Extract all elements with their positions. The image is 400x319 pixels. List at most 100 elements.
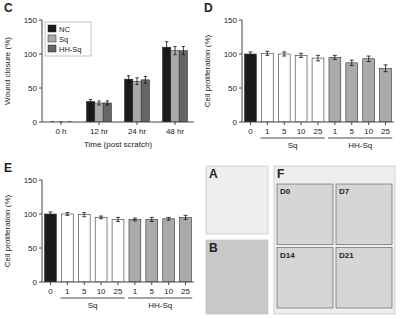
bar xyxy=(312,58,324,122)
x-tick-label: 5 xyxy=(82,287,87,296)
x-tick xyxy=(61,122,62,125)
y-tick-label: 100 xyxy=(224,50,238,59)
bar xyxy=(179,51,187,122)
panel: E050100150Cell proliferation (%)01510251… xyxy=(3,161,194,310)
image-placeholder xyxy=(206,240,268,314)
x-tick xyxy=(351,122,352,125)
bar xyxy=(163,219,175,282)
x-tick xyxy=(84,282,85,285)
x-axis-label: Time (post scratch) xyxy=(84,140,152,149)
x-tick xyxy=(250,122,251,125)
legend-entry: NC xyxy=(59,25,70,34)
error-bar xyxy=(106,101,109,105)
bar xyxy=(162,47,170,122)
bar xyxy=(103,103,111,122)
x-tick xyxy=(385,122,386,125)
x-tick-label: 1 xyxy=(333,127,338,136)
x-tick xyxy=(99,122,100,125)
legend-box xyxy=(45,22,91,56)
y-tick-label: 50 xyxy=(28,84,37,93)
y-tick-label: 50 xyxy=(28,244,37,253)
y-tick-label: 100 xyxy=(24,210,38,219)
error-bar xyxy=(127,76,130,83)
bar xyxy=(180,217,192,282)
group-label: Sq xyxy=(288,141,298,150)
bar xyxy=(86,102,94,122)
x-tick-label: 1 xyxy=(133,287,138,296)
x-axis-line xyxy=(42,122,194,123)
error-bar xyxy=(133,218,137,221)
error-bar xyxy=(333,55,337,59)
x-tick-label: 12 hr xyxy=(90,127,109,136)
x-tick xyxy=(175,122,176,125)
image-subpanel xyxy=(277,248,333,309)
y-axis-label: Cell proliferation (%) xyxy=(203,34,212,107)
x-tick-label: 10 xyxy=(297,127,306,136)
panel-title: F xyxy=(277,167,284,181)
error-bar xyxy=(184,215,188,219)
bar xyxy=(124,79,132,122)
image-panel: D0D7D14D21F xyxy=(274,166,395,314)
x-tick-label: 25 xyxy=(181,287,190,296)
bar xyxy=(346,63,358,122)
error-bar xyxy=(48,212,52,216)
y-tick-label: 150 xyxy=(24,176,38,185)
error-bar xyxy=(150,217,154,221)
y-axis-line xyxy=(42,180,43,282)
x-tick xyxy=(368,122,369,125)
panel: C050100150Wound closure (%)0 h12 hr24 hr… xyxy=(3,1,194,149)
error-bar xyxy=(182,47,185,55)
bar xyxy=(45,214,57,282)
x-tick-label: 24 hr xyxy=(128,127,147,136)
y-tick-label: 150 xyxy=(224,16,238,25)
bar xyxy=(363,59,375,122)
page: {"chart_data": [ {"type": "image", "titl… xyxy=(0,0,400,319)
x-tick xyxy=(284,122,285,125)
group-bracket xyxy=(261,138,325,139)
error-bar xyxy=(173,47,176,55)
subpanel-label: D7 xyxy=(339,187,350,196)
bar xyxy=(295,55,307,122)
subpanel-label: D21 xyxy=(339,251,354,260)
legend: NCSqHH-Sq xyxy=(45,22,91,56)
x-tick-label: 25 xyxy=(114,287,123,296)
figure: ABC050100150Wound closure (%)0 h12 hr24 … xyxy=(0,0,400,319)
error-bar xyxy=(89,100,92,104)
group-bracket xyxy=(328,138,392,139)
y-tick-label: 0 xyxy=(233,118,238,127)
panel: D050100150Cell proliferation (%)01510251… xyxy=(203,1,394,150)
x-tick xyxy=(67,282,68,285)
y-axis-line xyxy=(42,20,43,122)
error-bar xyxy=(316,55,320,60)
y-tick-label: 100 xyxy=(24,50,38,59)
y-axis-line xyxy=(242,20,243,122)
x-tick-label: 25 xyxy=(314,127,323,136)
x-tick-label: 0 xyxy=(48,287,53,296)
x-tick-label: 1 xyxy=(265,127,270,136)
x-tick-label: 10 xyxy=(164,287,173,296)
x-tick-label: 0 xyxy=(248,127,253,136)
error-bar xyxy=(144,76,147,83)
image-placeholder xyxy=(274,166,395,314)
legend-entry: Sq xyxy=(59,35,68,44)
panel-title: B xyxy=(209,241,218,255)
image-subpanel xyxy=(336,184,392,245)
image-panel: A xyxy=(206,166,268,234)
bar xyxy=(95,103,103,122)
x-tick-label: 25 xyxy=(381,127,390,136)
y-axis-label: Wound closure (%) xyxy=(3,37,12,105)
legend-swatch xyxy=(48,45,56,52)
bar xyxy=(329,57,341,122)
panel-title: A xyxy=(209,167,218,181)
error-bar xyxy=(265,51,269,55)
error-bar xyxy=(299,53,303,57)
bar xyxy=(141,80,149,122)
x-tick-label: 10 xyxy=(97,287,106,296)
x-tick-label: 5 xyxy=(282,127,287,136)
panel-title: C xyxy=(4,1,13,15)
x-tick xyxy=(101,282,102,285)
legend-swatch xyxy=(48,35,56,42)
y-tick-label: 0 xyxy=(33,278,38,287)
subpanel-label: D0 xyxy=(280,187,291,196)
y-axis-label: Cell proliferation (%) xyxy=(3,194,12,267)
